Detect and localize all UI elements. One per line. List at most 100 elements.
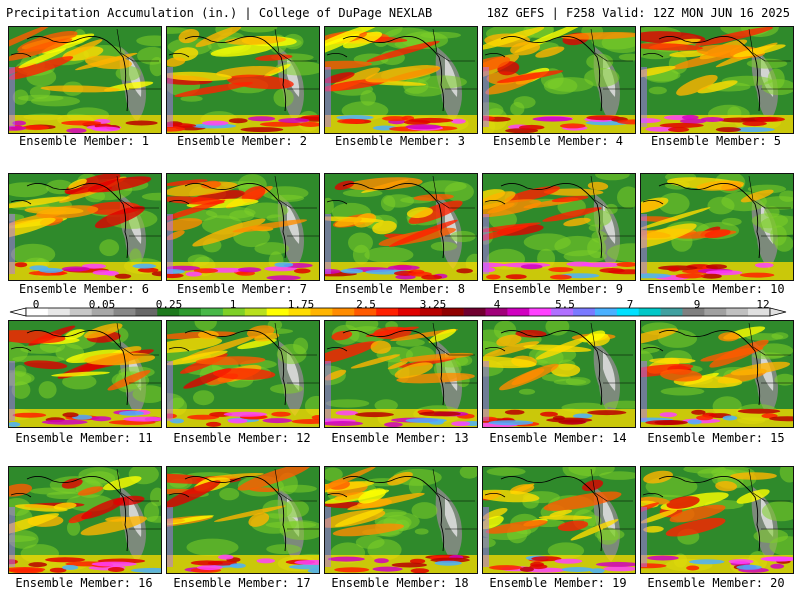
ensemble-panel: [8, 173, 162, 281]
colorbar-swatch: [91, 308, 114, 316]
colorbar-swatch: [682, 308, 705, 316]
colorbar-swatch: [419, 308, 443, 316]
precip-map: [641, 321, 793, 427]
ensemble-panel: [8, 466, 162, 574]
member-caption: Ensemble Member: 15: [647, 431, 785, 445]
colorbar-swatch: [354, 308, 377, 316]
precip-map: [325, 174, 477, 280]
ensemble-panel: [166, 173, 320, 281]
member-caption: Ensemble Member: 16: [15, 576, 153, 590]
colorbar-tick-label: 2.5: [356, 298, 376, 311]
member-caption: Ensemble Member: 1: [18, 134, 150, 148]
ensemble-panel: [482, 320, 636, 428]
ensemble-panel: [640, 26, 794, 134]
colorbar-swatch: [135, 308, 158, 316]
colorbar-tick-label: 3.25: [419, 298, 447, 311]
ensemble-panel: [166, 466, 320, 574]
precip-map: [641, 467, 793, 573]
member-caption: Ensemble Member: 19: [489, 576, 627, 590]
colorbar-swatch: [244, 308, 267, 316]
colorbar-swatch: [26, 308, 49, 316]
colorbar-swatch: [113, 308, 136, 316]
member-caption: Ensemble Member: 3: [334, 134, 466, 148]
colorbar-swatch: [748, 308, 771, 316]
colorbar-swatch: [398, 308, 421, 316]
member-caption: Ensemble Member: 17: [173, 576, 311, 590]
precip-map: [483, 467, 635, 573]
colorbar-swatch: [441, 308, 464, 316]
colorbar-swatch: [573, 308, 596, 316]
ensemble-panel: [324, 26, 478, 134]
colorbar-tick-label: 0.25: [155, 298, 183, 311]
ensemble-panel: [324, 173, 478, 281]
colorbar-swatch: [157, 308, 180, 316]
colorbar-tick-label: 1: [229, 298, 237, 311]
ensemble-panel: [8, 26, 162, 134]
precip-map: [325, 27, 477, 133]
colorbar-swatch: [529, 308, 552, 316]
precip-map: [641, 174, 793, 280]
colorbar-swatch: [179, 308, 202, 316]
ensemble-panel: [8, 320, 162, 428]
member-caption: Ensemble Member: 20: [647, 576, 785, 590]
member-caption: Ensemble Member: 12: [173, 431, 311, 445]
colorbar-swatch: [638, 308, 661, 316]
colorbar-tick-label: 0: [32, 298, 40, 311]
precip-map: [9, 467, 161, 573]
precip-map: [167, 27, 319, 133]
precip-map: [167, 467, 319, 573]
member-caption: Ensemble Member: 9: [492, 282, 624, 296]
colorbar-tick-label: 1.75: [287, 298, 315, 311]
member-caption: Ensemble Member: 7: [176, 282, 308, 296]
ensemble-panel: [482, 26, 636, 134]
colorbar-swatch: [266, 308, 289, 316]
left-arrow-icon: [9, 307, 27, 317]
precip-map: [9, 174, 161, 280]
colorbar-tick-label: 5.5: [555, 298, 575, 311]
ensemble-panel: [482, 173, 636, 281]
ensemble-panel: [324, 320, 478, 428]
colorbar-tick-label: 12: [756, 298, 770, 311]
precip-map: [483, 174, 635, 280]
colorbar-swatch: [222, 308, 246, 316]
ensemble-panel: [324, 466, 478, 574]
ensemble-panel: [640, 320, 794, 428]
member-caption: Ensemble Member: 18: [331, 576, 469, 590]
member-caption: Ensemble Member: 11: [15, 431, 153, 445]
precip-map: [483, 321, 635, 427]
colorbar-swatch: [485, 308, 508, 316]
member-caption: Ensemble Member: 6: [18, 282, 150, 296]
ensemble-panel: [482, 466, 636, 574]
member-caption: Ensemble Member: 2: [176, 134, 308, 148]
colorbar-swatch: [616, 308, 639, 316]
precip-map: [9, 321, 161, 427]
colorbar-swatch: [551, 308, 574, 316]
colorbar-swatch: [332, 308, 355, 316]
colorbar-swatch: [69, 308, 92, 316]
page-title: Precipitation Accumulation (in.) | Colle…: [6, 6, 433, 20]
precip-map: [641, 27, 793, 133]
precip-map: [167, 174, 319, 280]
right-arrow-icon: [769, 307, 787, 317]
precip-map: [167, 321, 319, 427]
colorbar-swatch: [704, 308, 727, 316]
member-caption: Ensemble Member: 10: [647, 282, 785, 296]
colorbar-swatch: [201, 308, 224, 316]
colorbar-swatch: [463, 308, 486, 316]
member-caption: Ensemble Member: 14: [489, 431, 627, 445]
precip-colorbar: [9, 307, 787, 317]
ensemble-panel: [640, 466, 794, 574]
precip-map: [9, 27, 161, 133]
member-caption: Ensemble Member: 4: [492, 134, 624, 148]
colorbar-tick-label: 9: [693, 298, 701, 311]
precip-map: [325, 321, 477, 427]
member-caption: Ensemble Member: 13: [331, 431, 469, 445]
colorbar-tick-label: 4: [493, 298, 501, 311]
colorbar-tick-label: 7: [626, 298, 634, 311]
precip-map: [483, 27, 635, 133]
colorbar-swatch: [507, 308, 530, 316]
colorbar-swatch: [47, 308, 71, 316]
member-caption: Ensemble Member: 8: [334, 282, 466, 296]
colorbar-tick-label: 0.05: [88, 298, 116, 311]
valid-time-label: 18Z GEFS | F258 Valid: 12Z MON JUN 16 20…: [486, 6, 790, 20]
